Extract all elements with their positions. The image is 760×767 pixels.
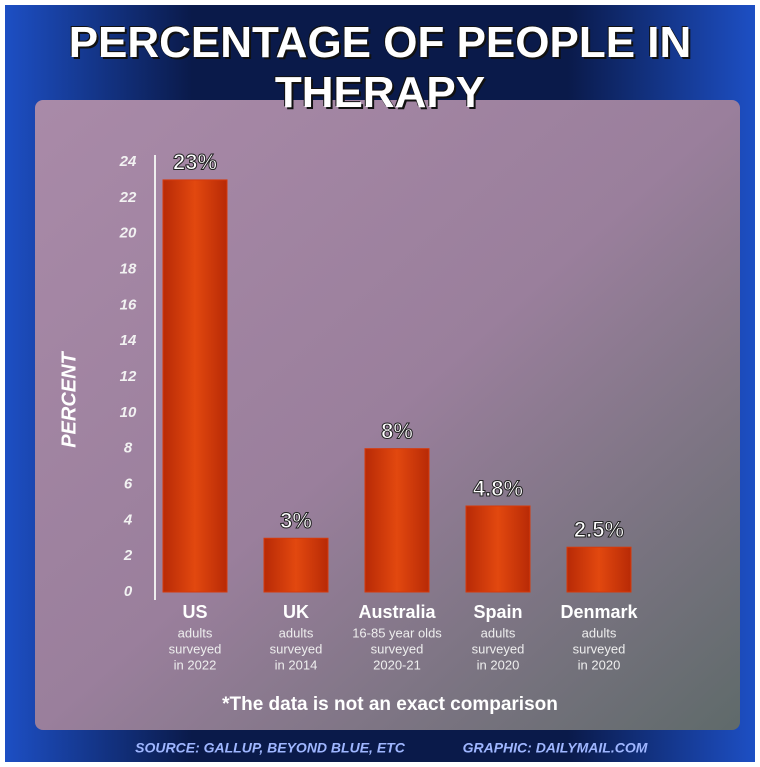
y-tick-label: 14 (120, 332, 137, 349)
y-axis-label: PERCENT (58, 350, 80, 447)
x-tick-label: UK (283, 602, 309, 622)
y-tick-label: 10 (120, 404, 137, 421)
value-label: 2.5% (574, 517, 624, 542)
value-label: 23% (173, 150, 217, 175)
x-tick-label: Australia (358, 602, 436, 622)
bar (364, 448, 430, 593)
chart-title: PERCENTAGE OF PEOPLE IN THERAPY (68, 18, 692, 117)
y-tick-label: 8 (124, 440, 133, 457)
value-label: 3% (280, 508, 312, 533)
y-tick-label: 12 (120, 368, 137, 385)
bar (162, 179, 228, 593)
category-note: 16-85 year olds (352, 625, 442, 640)
category-note: surveyed (472, 641, 525, 656)
source: SOURCE: GALLUP, BEYOND BLUE, ETC (135, 740, 406, 756)
category-note: in 2022 (174, 657, 217, 672)
y-tick-label: 2 (123, 547, 133, 564)
credit: GRAPHIC: DAILYMAIL.COM (463, 740, 648, 756)
category-note: 2020-21 (373, 657, 421, 672)
bar (566, 546, 632, 593)
x-tick-label: US (182, 602, 207, 622)
category-note: adults (178, 625, 213, 640)
bar (465, 505, 531, 593)
category-note: in 2020 (578, 657, 621, 672)
category-note: in 2020 (477, 657, 520, 672)
value-label: 8% (381, 418, 413, 443)
category-note: in 2014 (275, 657, 318, 672)
category-note: surveyed (169, 641, 222, 656)
y-tick-label: 16 (120, 296, 137, 313)
y-tick-label: 0 (124, 583, 133, 600)
category-note: adults (279, 625, 314, 640)
category-note: surveyed (573, 641, 626, 656)
y-tick-label: 18 (120, 260, 137, 277)
category-note: adults (481, 625, 516, 640)
y-tick-label: 20 (119, 225, 137, 242)
value-label: 4.8% (473, 476, 523, 501)
x-tick-label: Denmark (560, 602, 638, 622)
category-note: adults (582, 625, 617, 640)
category-note: surveyed (270, 641, 323, 656)
category-note: surveyed (371, 641, 424, 656)
footnote: *The data is not an exact comparison (222, 694, 558, 715)
y-tick-label: 22 (119, 189, 137, 206)
y-tick-label: 4 (123, 511, 133, 528)
x-tick-label: Spain (473, 602, 522, 622)
y-tick-label: 6 (124, 475, 133, 492)
bar (263, 537, 329, 593)
y-tick-label: 24 (119, 153, 137, 170)
